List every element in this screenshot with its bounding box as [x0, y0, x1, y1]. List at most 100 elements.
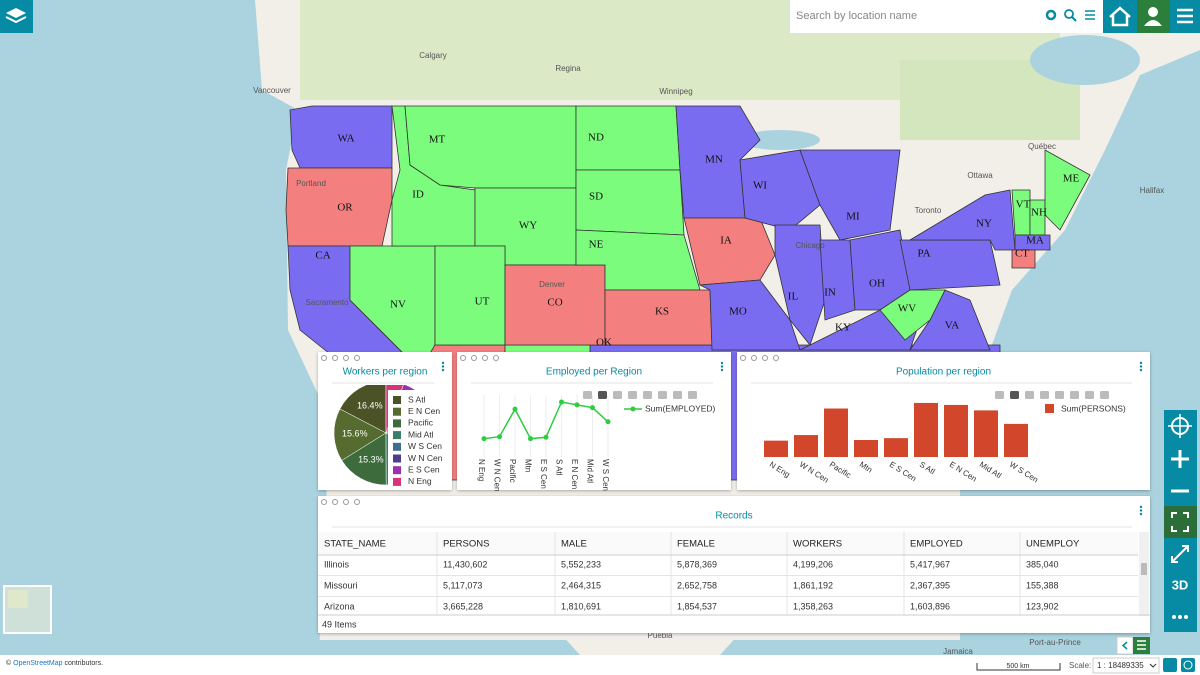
place-label: Calgary	[419, 51, 447, 60]
widget-tool-icon[interactable]	[321, 499, 327, 505]
widget: Records STATE_NAME PERSONS MALE FEMALE WORKER…	[318, 496, 1150, 633]
table-header[interactable]: WORKERS	[793, 539, 842, 550]
x-tick-label: N Eng	[477, 459, 486, 481]
widget-tool-icon[interactable]	[354, 499, 360, 505]
globe-icon	[1183, 660, 1193, 670]
widget-tool-icon[interactable]	[493, 355, 499, 361]
chart-toolbar-icon[interactable]	[583, 391, 592, 399]
chart-toolbar-icon[interactable]	[1070, 391, 1079, 399]
bar	[884, 438, 908, 457]
chart-toolbar-icon[interactable]	[598, 391, 607, 399]
table-cell: 1,603,896	[910, 601, 950, 611]
table-header[interactable]: PERSONS	[443, 539, 489, 550]
state-label: WI	[753, 180, 767, 192]
line-point	[512, 406, 518, 412]
3d-button[interactable]: 3D	[1172, 577, 1189, 592]
scale-bar	[976, 663, 1061, 671]
legend-label: E N Cen	[408, 406, 440, 416]
expand-button[interactable]	[1171, 545, 1189, 563]
state-label: WV	[898, 303, 916, 315]
state-label: CA	[315, 250, 330, 262]
legend-label: Sum(EMPLOYED)	[645, 403, 716, 413]
chart-toolbar-icon[interactable]	[1085, 391, 1094, 399]
search-box[interactable]	[790, 0, 1103, 33]
collapse-button[interactable]	[1116, 636, 1134, 655]
table-cell: 1,854,537	[677, 601, 717, 611]
chart-toolbar-icon[interactable]	[613, 391, 622, 399]
widget-panel	[737, 352, 1150, 490]
widget-tool-icon[interactable]	[321, 355, 327, 361]
widget-tool-icon[interactable]	[460, 355, 466, 361]
state-label: KY	[835, 322, 851, 334]
chart-toolbar-icon[interactable]	[643, 391, 652, 399]
widget-tool-icon[interactable]	[762, 355, 768, 361]
widget-tool-icon[interactable]	[343, 355, 349, 361]
table-cell: 123,902	[1026, 601, 1059, 611]
table-cell: 5,417,967	[910, 559, 950, 569]
table-cell: 1,861,192	[793, 580, 833, 590]
search-menu-icon[interactable]	[1085, 10, 1095, 20]
more-button[interactable]	[1172, 615, 1176, 619]
chart-toolbar-icon[interactable]	[1010, 391, 1019, 399]
bar	[764, 440, 788, 457]
widget: Employed per Region N Eng W N Cen Pacific Mt…	[457, 352, 731, 491]
gulf-st-lawrence	[1030, 35, 1140, 85]
chart-toolbar-icon[interactable]	[1025, 391, 1034, 399]
fullscreen-button[interactable]	[1164, 506, 1197, 538]
legend-swatch	[393, 396, 401, 404]
chart-toolbar-icon[interactable]	[995, 391, 1004, 399]
table-header[interactable]: FEMALE	[677, 539, 715, 550]
table-cell: 5,117,073	[443, 580, 482, 590]
widget-tool-icon[interactable]	[482, 355, 488, 361]
widget-tool-icon[interactable]	[773, 355, 779, 361]
widget-tool-icon[interactable]	[332, 499, 338, 505]
widget-tool-icon[interactable]	[740, 355, 746, 361]
widget-title: Population per region	[896, 367, 991, 378]
chart-toolbar-icon[interactable]	[688, 391, 697, 399]
settings-icon[interactable]	[1045, 9, 1057, 21]
widget-tool-icon[interactable]	[471, 355, 477, 361]
pie-slice	[341, 432, 387, 486]
table-cell: 3,665,228	[443, 601, 483, 611]
chart-toolbar-icon[interactable]	[658, 391, 667, 399]
fullscreen-icon	[1171, 512, 1189, 532]
map-labels: WA OR CA NV ID MT WY UT CO ND SD NE KS OK MN IA MO WI IL MI…	[253, 51, 1164, 656]
chart-toolbar-icon[interactable]	[673, 391, 682, 399]
zoom-in-button[interactable]	[1171, 450, 1189, 468]
attribution-link[interactable]: OpenStreetMap	[13, 660, 63, 667]
place-label: Québec	[1028, 142, 1056, 151]
state-label: MI	[846, 211, 860, 223]
widget-menu-dot	[1139, 505, 1143, 509]
chart-toolbar-icon[interactable]	[1040, 391, 1049, 399]
state-label: SD	[589, 191, 603, 203]
table-scroll-thumb	[1141, 563, 1147, 575]
chart-toolbar-icon[interactable]	[1055, 391, 1064, 399]
chart-toolbar-icon[interactable]	[628, 391, 637, 399]
widget-tool-icon[interactable]	[332, 355, 338, 361]
mouse-position-button[interactable]	[1163, 658, 1177, 672]
state-label: NE	[589, 239, 604, 251]
chart-toolbar-icon[interactable]	[1100, 391, 1109, 399]
globe-button[interactable]	[1181, 658, 1195, 672]
scale-select[interactable]	[1092, 657, 1160, 674]
search-icon[interactable]	[1064, 9, 1074, 19]
scale-bar-label: 500 km	[1007, 663, 1030, 670]
table-header[interactable]: EMPLOYED	[910, 539, 963, 550]
widget-tool-icon[interactable]	[343, 499, 349, 505]
state	[683, 217, 776, 286]
table-header[interactable]: MALE	[561, 539, 587, 550]
state	[799, 149, 901, 241]
widget-tool-icon[interactable]	[751, 355, 757, 361]
line-point	[605, 419, 611, 425]
widget-tool-icon[interactable]	[354, 355, 360, 361]
state-label: PA	[917, 248, 930, 260]
home-button[interactable]	[1103, 0, 1137, 33]
state-label: IL	[788, 291, 799, 303]
menu-icon	[1177, 8, 1193, 24]
table-header[interactable]: STATE_NAME	[324, 539, 386, 550]
place-label: Winnipeg	[659, 87, 692, 96]
bar	[1004, 423, 1028, 457]
place-label: Sacramento	[305, 298, 349, 307]
place-label: Portland	[296, 179, 326, 188]
table-header[interactable]: UNEMPLOY	[1026, 539, 1080, 550]
